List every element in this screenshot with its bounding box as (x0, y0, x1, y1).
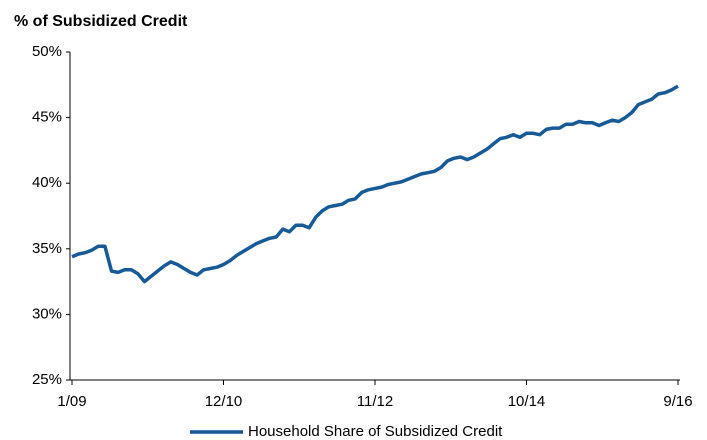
legend-label: Household Share of Subsidized Credit (248, 423, 503, 440)
y-tick-label: 25% (32, 371, 62, 388)
x-tick-label: 11/12 (357, 393, 393, 410)
y-tick-label: 35% (32, 240, 62, 257)
x-tick-label: 9/16 (663, 393, 692, 410)
data-line (71, 84, 679, 284)
x-tick-label: 10/14 (508, 393, 546, 410)
x-tick-label: 1/09 (57, 393, 86, 410)
y-tick-label: 50% (32, 43, 62, 60)
y-tick-label: 45% (32, 109, 62, 126)
x-tick-label: 12/10 (205, 393, 243, 410)
y-tick-label: 40% (32, 174, 62, 191)
y-tick-label: 30% (32, 305, 62, 322)
chart-title: % of Subsidized Credit (14, 13, 188, 30)
